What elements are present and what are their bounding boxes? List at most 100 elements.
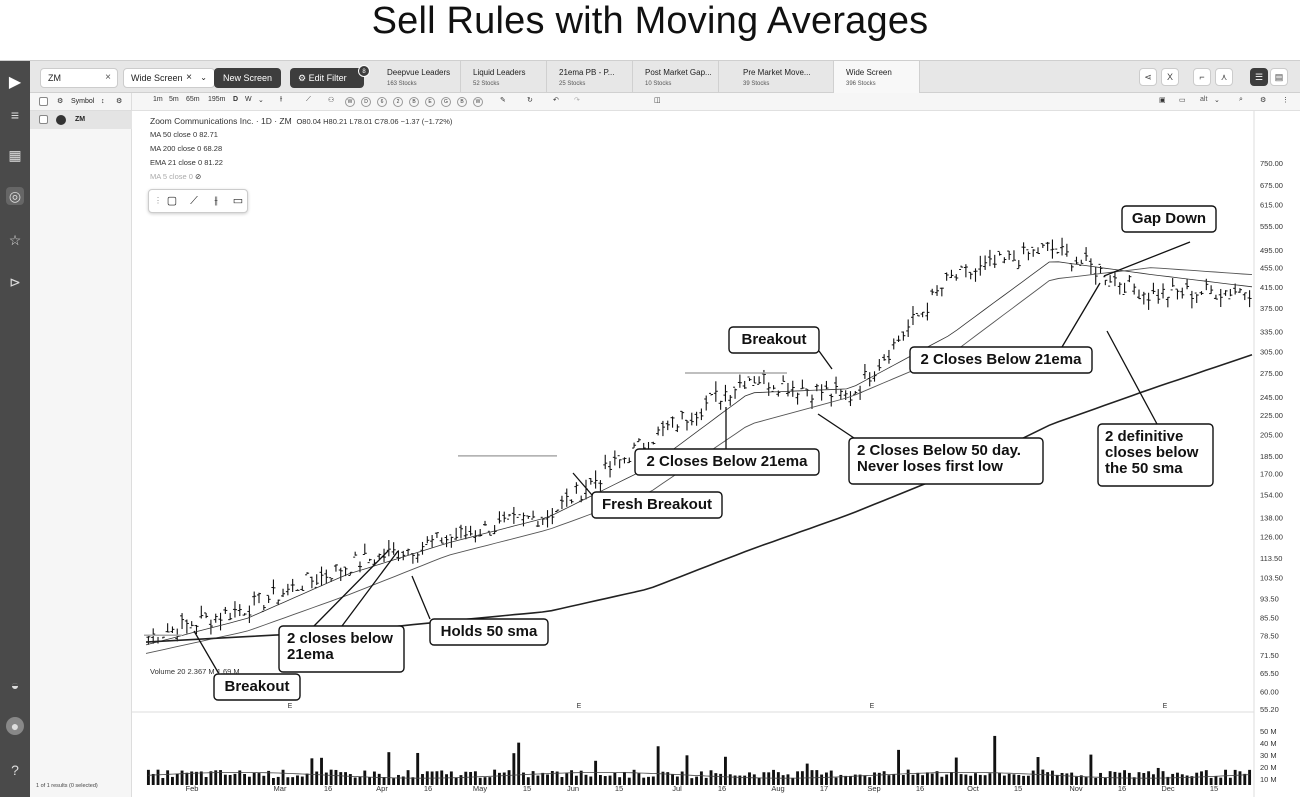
timeframe-1m[interactable]: 1m <box>153 96 163 103</box>
gear-icon[interactable]: ⚙ <box>1260 97 1267 104</box>
ema21-legend[interactable]: EMA 21 close 0 81.22 <box>150 158 223 167</box>
y-tick-label: 85.50 <box>1260 613 1279 622</box>
folder-icon[interactable]: ▭ <box>1179 97 1186 104</box>
pencil-icon[interactable]: ✎ <box>500 97 506 104</box>
results-count: 1 of 1 results (0 selected) <box>36 783 98 789</box>
period-2[interactable]: 2 <box>393 97 403 107</box>
chevron-down-icon[interactable]: ⌄ <box>258 97 264 104</box>
period-d[interactable]: D <box>361 97 371 107</box>
draw-icon[interactable]: ⟋ <box>306 96 311 103</box>
annotation-callout: Holds 50 sma <box>411 575 549 646</box>
timeframe-195m[interactable]: 195m <box>208 96 226 103</box>
x-tick-label: Dec <box>1161 784 1175 793</box>
layout-icon[interactable]: ▦ <box>8 147 22 163</box>
watchlist-sidebar: ⚙ Symbol ↕ ⚙ ZM 1 of 1 results (0 select… <box>30 93 132 797</box>
callout-box <box>1097 423 1214 487</box>
edit-filter-button[interactable]: ⚙ Edit Filter <box>290 68 364 88</box>
earnings-marker: E <box>577 703 582 710</box>
timeframe-5m[interactable]: 5m <box>169 96 179 103</box>
period-e[interactable]: E <box>425 97 435 107</box>
tab-pre-market-move[interactable]: Pre Market Move... 39 Stocks <box>731 61 834 93</box>
new-screen-button[interactable]: New Screen <box>214 68 282 88</box>
tab-deepvue-leaders[interactable]: Deepvue Leaders 163 Stocks <box>375 61 461 93</box>
column-settings-icon[interactable]: ⚙ <box>116 98 123 105</box>
hidden-eye-icon[interactable]: ⊘ <box>195 172 202 181</box>
row-checkbox[interactable] <box>39 115 48 124</box>
more-icon[interactable]: ⋮ <box>1282 97 1289 104</box>
logo-icon[interactable]: ▶ <box>8 74 22 91</box>
trendline-icon[interactable]: ⟋ <box>190 195 198 207</box>
price-chart[interactable]: 750.00 675.00 615.00 555.00 495.00 455.00 415.… <box>132 111 1300 797</box>
undo-icon[interactable]: ↶ <box>553 97 559 104</box>
chart-legend-title: Zoom Communications Inc. · 1D · ZM O80.0… <box>150 116 452 126</box>
period-6[interactable]: 6 <box>377 97 387 107</box>
symbol-column-header[interactable]: Symbol <box>71 98 95 105</box>
education-icon[interactable]: ◒ <box>10 677 20 693</box>
indicator-icon[interactable]: ⫲ <box>280 96 283 103</box>
annotation-callout: 2 Closes Below 21ema <box>909 282 1101 374</box>
split-icon[interactable]: ⋏ <box>1215 68 1233 86</box>
search-input[interactable]: ZM × <box>40 68 118 88</box>
x-social-icon[interactable]: X <box>1161 68 1179 86</box>
tab-post-market-gap[interactable]: Post Market Gap... 10 Stocks <box>633 61 719 93</box>
timeframe-65m[interactable]: 65m <box>186 96 200 103</box>
fib-icon[interactable]: ⫲ <box>214 195 218 207</box>
period-w2[interactable]: W <box>473 97 483 107</box>
chevron-down-icon[interactable]: ⌄ <box>200 73 207 82</box>
callout-box <box>278 625 405 673</box>
menu-icon[interactable]: ≡ <box>10 107 20 123</box>
clear-search-icon[interactable]: × <box>105 72 111 83</box>
chart-area[interactable]: 750.00 675.00 615.00 555.00 495.00 455.00 415.… <box>132 111 1300 797</box>
close-screen-icon[interactable]: × <box>186 72 192 83</box>
ma200-legend[interactable]: MA 200 close 0 68.28 <box>150 144 223 153</box>
redo-icon[interactable]: ↷ <box>574 97 580 104</box>
select-all-checkbox[interactable] <box>39 97 48 106</box>
camera-icon[interactable]: ◫ <box>654 97 661 104</box>
period-g[interactable]: G <box>441 97 451 107</box>
help-icon[interactable]: ? <box>11 762 19 778</box>
y-tick-label: 615.00 <box>1260 201 1283 210</box>
tab-liquid-leaders[interactable]: Liquid Leaders 52 Stocks <box>461 61 547 93</box>
compare-icon[interactable]: ⚇ <box>328 97 335 104</box>
left-nav: ▶ ≡ ▦ ◎ ☆ ⊳ ◒ ● ? <box>0 61 30 797</box>
rectangle-icon[interactable]: ▢ <box>166 195 178 207</box>
sort-icon[interactable]: ↕ <box>101 98 105 105</box>
timeframe-w[interactable]: W <box>245 96 252 103</box>
avatar[interactable]: ● <box>6 717 24 735</box>
period-w[interactable]: W <box>345 97 355 107</box>
zoom-icon[interactable]: ⌕ <box>1239 96 1243 103</box>
tab-21ema-pb[interactable]: 21ema PB - P... 25 Stocks <box>547 61 633 93</box>
settings-icon[interactable]: ⚙ <box>57 98 64 105</box>
tag-icon[interactable]: ⊳ <box>9 274 21 290</box>
radar-icon[interactable]: ◎ <box>6 187 24 205</box>
refresh-icon[interactable]: ↻ <box>527 97 533 104</box>
comment-icon[interactable]: ▭ <box>232 195 244 207</box>
ma50-legend[interactable]: MA 50 close 0 82.71 <box>150 130 218 139</box>
grid-view-icon[interactable]: ▤ <box>1270 68 1288 86</box>
period-b[interactable]: B <box>409 97 419 107</box>
screen-select[interactable]: Wide Screen × ⌄ <box>123 68 215 88</box>
tab-wide-screen[interactable]: Wide Screen 396 Stocks <box>834 61 920 93</box>
callout-pointer <box>1061 282 1101 348</box>
y-tick-label: 245.00 <box>1260 393 1283 402</box>
chevron-down-icon[interactable]: ⌄ <box>1214 97 1220 104</box>
tab-title: Pre Market Move... <box>743 68 811 77</box>
ma5-legend[interactable]: MA 5 close 0 ⊘ <box>150 172 201 181</box>
search-value: ZM <box>48 73 61 83</box>
y-tick-label: 375.00 <box>1260 304 1283 313</box>
alt-label[interactable]: alt <box>1200 96 1208 103</box>
list-view-icon[interactable]: ☰ <box>1250 68 1268 86</box>
list-item[interactable]: ZM <box>30 111 132 129</box>
y-tick-label: 78.50 <box>1260 631 1279 640</box>
star-icon[interactable]: ☆ <box>8 232 22 248</box>
period-b2[interactable]: B <box>457 97 467 107</box>
drag-handle-icon[interactable]: ⋮ <box>154 196 162 205</box>
volume-legend: Volume 20 2.367 M 1.69 M <box>150 667 240 676</box>
timeframe-d[interactable]: D <box>233 96 239 103</box>
share-icon[interactable]: ⋖ <box>1139 68 1157 86</box>
chart-icon[interactable]: ⌐ <box>1193 68 1211 86</box>
layout-toggle-icon[interactable]: ▣ <box>1159 97 1166 104</box>
x-tick-label: 15 <box>615 784 623 793</box>
price-axis: 750.00 675.00 615.00 555.00 495.00 455.00 415.… <box>132 111 1283 797</box>
x-tick-label: 17 <box>820 784 828 793</box>
